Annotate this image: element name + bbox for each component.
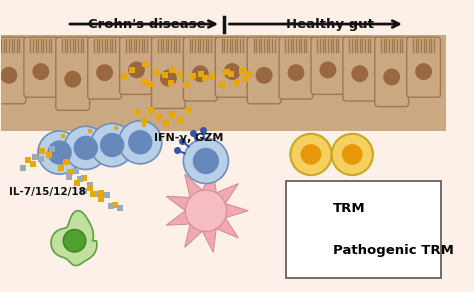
Circle shape	[192, 65, 209, 82]
Circle shape	[383, 69, 400, 86]
FancyBboxPatch shape	[152, 37, 185, 108]
Circle shape	[64, 126, 108, 169]
Circle shape	[291, 134, 332, 175]
FancyBboxPatch shape	[119, 37, 154, 94]
Circle shape	[128, 130, 153, 154]
FancyBboxPatch shape	[279, 37, 313, 99]
Circle shape	[160, 69, 177, 86]
Circle shape	[332, 134, 373, 175]
Circle shape	[47, 140, 72, 165]
Polygon shape	[51, 211, 97, 265]
FancyBboxPatch shape	[0, 37, 26, 104]
Circle shape	[183, 138, 228, 184]
Circle shape	[64, 230, 86, 252]
Circle shape	[351, 65, 368, 82]
FancyBboxPatch shape	[311, 37, 345, 94]
Circle shape	[301, 144, 321, 165]
FancyBboxPatch shape	[183, 37, 217, 101]
Circle shape	[100, 133, 124, 157]
Circle shape	[292, 234, 324, 266]
Circle shape	[255, 67, 273, 84]
Text: IL-7/15/12/18: IL-7/15/12/18	[9, 187, 86, 197]
Circle shape	[319, 62, 337, 78]
Circle shape	[185, 190, 227, 231]
Text: Crohn's disease: Crohn's disease	[88, 18, 206, 32]
Circle shape	[91, 124, 134, 167]
FancyBboxPatch shape	[247, 37, 281, 104]
Circle shape	[0, 67, 18, 84]
FancyBboxPatch shape	[343, 37, 377, 101]
FancyBboxPatch shape	[24, 37, 58, 97]
Circle shape	[32, 63, 49, 80]
FancyBboxPatch shape	[88, 37, 121, 99]
FancyBboxPatch shape	[407, 37, 440, 97]
FancyBboxPatch shape	[56, 37, 90, 110]
Circle shape	[300, 242, 317, 259]
Circle shape	[288, 64, 304, 81]
Polygon shape	[166, 169, 248, 252]
Circle shape	[292, 193, 324, 225]
Circle shape	[96, 64, 113, 81]
Circle shape	[118, 121, 162, 164]
Circle shape	[224, 63, 241, 80]
FancyBboxPatch shape	[215, 37, 249, 97]
Circle shape	[73, 136, 98, 160]
Circle shape	[38, 131, 81, 174]
FancyBboxPatch shape	[286, 181, 441, 278]
Circle shape	[64, 71, 81, 88]
Text: TRM: TRM	[333, 202, 365, 215]
Circle shape	[342, 144, 363, 165]
Circle shape	[128, 62, 145, 78]
Text: Healthy gut: Healthy gut	[286, 18, 374, 32]
Text: IFN-γ, GZM: IFN-γ, GZM	[155, 133, 224, 143]
Circle shape	[415, 63, 432, 80]
Text: Pathogenic TRM: Pathogenic TRM	[333, 244, 454, 257]
Circle shape	[300, 200, 317, 217]
Bar	[1, 35, 446, 131]
FancyBboxPatch shape	[375, 37, 409, 107]
Circle shape	[193, 148, 219, 174]
